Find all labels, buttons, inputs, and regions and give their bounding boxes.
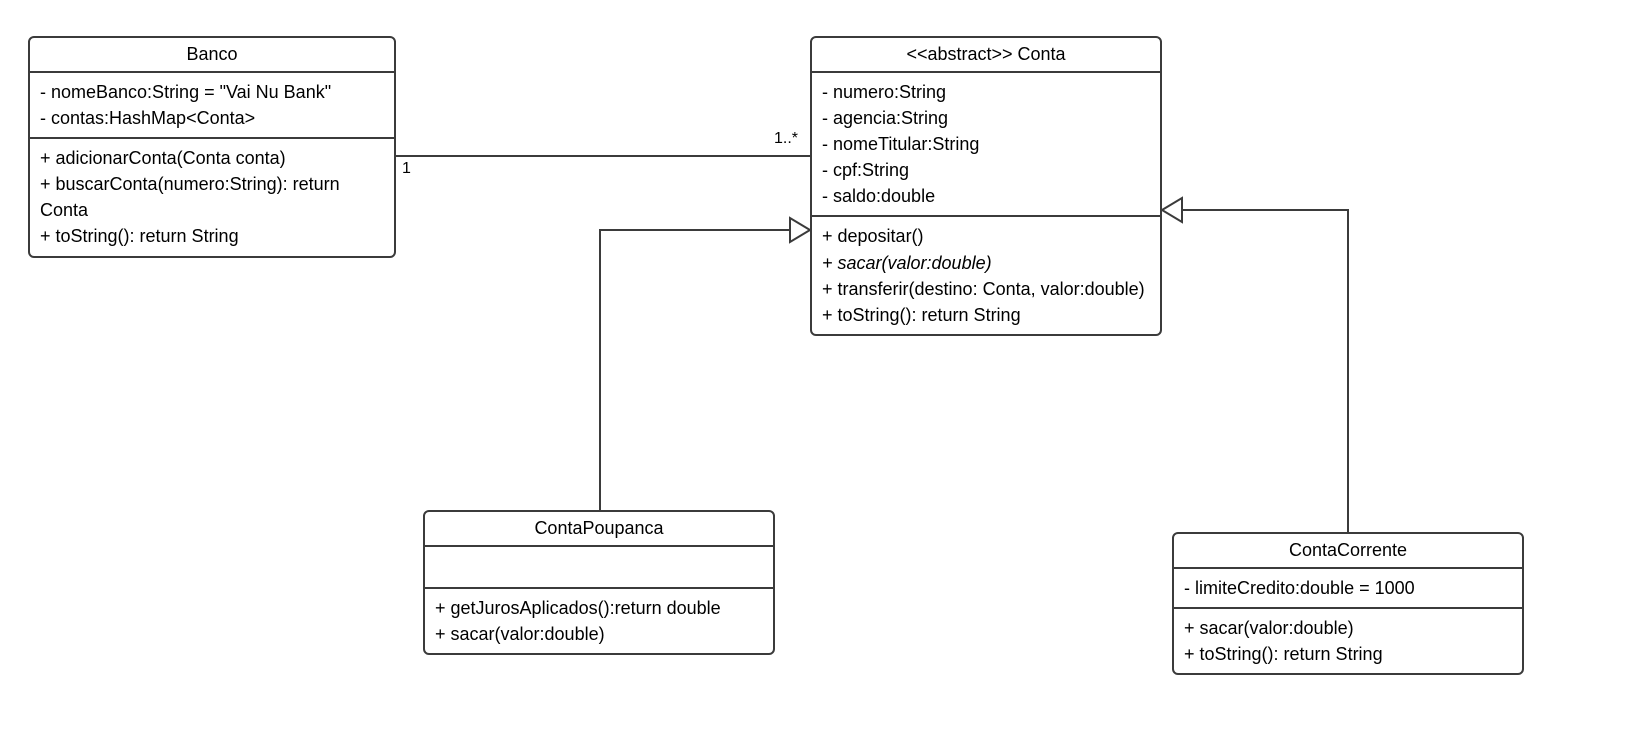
class-contapoupanca-attrs (425, 547, 773, 589)
method: + transferir(destino: Conta, valor:doubl… (822, 276, 1150, 302)
method: + sacar(valor:double) (822, 250, 1150, 276)
method: + depositar() (822, 223, 1150, 249)
class-contacorrente-attrs: - limiteCredito:double = 1000 (1174, 569, 1522, 609)
class-contacorrente-title: ContaCorrente (1174, 534, 1522, 569)
class-banco-attrs: - nomeBanco:String = "Vai Nu Bank" - con… (30, 73, 394, 139)
method: + sacar(valor:double) (435, 621, 763, 647)
uml-canvas: 1 1..* Banco - nomeBanco:String = "Vai N… (0, 0, 1630, 754)
class-conta-attrs: - numero:String - agencia:String - nomeT… (812, 73, 1160, 217)
class-contapoupanca-title: ContaPoupanca (425, 512, 773, 547)
method: + toString(): return String (40, 223, 384, 249)
class-banco-title: Banco (30, 38, 394, 73)
class-contapoupanca-methods: + getJurosAplicados():return double + sa… (425, 589, 773, 653)
class-conta: <<abstract>> Conta - numero:String - age… (810, 36, 1162, 336)
class-contacorrente: ContaCorrente - limiteCredito:double = 1… (1172, 532, 1524, 675)
gen-corrente-conta (1182, 210, 1348, 532)
class-conta-methods: + depositar() + sacar(valor:double) + tr… (812, 217, 1160, 333)
method: + getJurosAplicados():return double (435, 595, 763, 621)
class-conta-title: <<abstract>> Conta (812, 38, 1160, 73)
method: + buscarConta(numero:String): return Con… (40, 171, 384, 223)
method: + toString(): return String (1184, 641, 1512, 667)
class-contacorrente-methods: + sacar(valor:double) + toString(): retu… (1174, 609, 1522, 673)
attr: - saldo:double (822, 183, 1150, 209)
attr: - limiteCredito:double = 1000 (1184, 575, 1512, 601)
class-banco-methods: + adicionarConta(Conta conta) + buscarCo… (30, 139, 394, 255)
method: + adicionarConta(Conta conta) (40, 145, 384, 171)
attr: - agencia:String (822, 105, 1150, 131)
gen-poupanca-conta (600, 230, 790, 510)
method: + toString(): return String (822, 302, 1150, 328)
attr: - numero:String (822, 79, 1150, 105)
attr: - cpf:String (822, 157, 1150, 183)
class-banco: Banco - nomeBanco:String = "Vai Nu Bank"… (28, 36, 396, 258)
mult-banco: 1 (402, 160, 411, 178)
gen-corrente-arrow (1162, 198, 1182, 222)
class-contapoupanca: ContaPoupanca + getJurosAplicados():retu… (423, 510, 775, 655)
gen-poupanca-arrow (790, 218, 810, 242)
attr: - nomeTitular:String (822, 131, 1150, 157)
method: + sacar(valor:double) (1184, 615, 1512, 641)
attr: - nomeBanco:String = "Vai Nu Bank" (40, 79, 384, 105)
mult-conta: 1..* (774, 130, 798, 148)
attr: - contas:HashMap<Conta> (40, 105, 384, 131)
